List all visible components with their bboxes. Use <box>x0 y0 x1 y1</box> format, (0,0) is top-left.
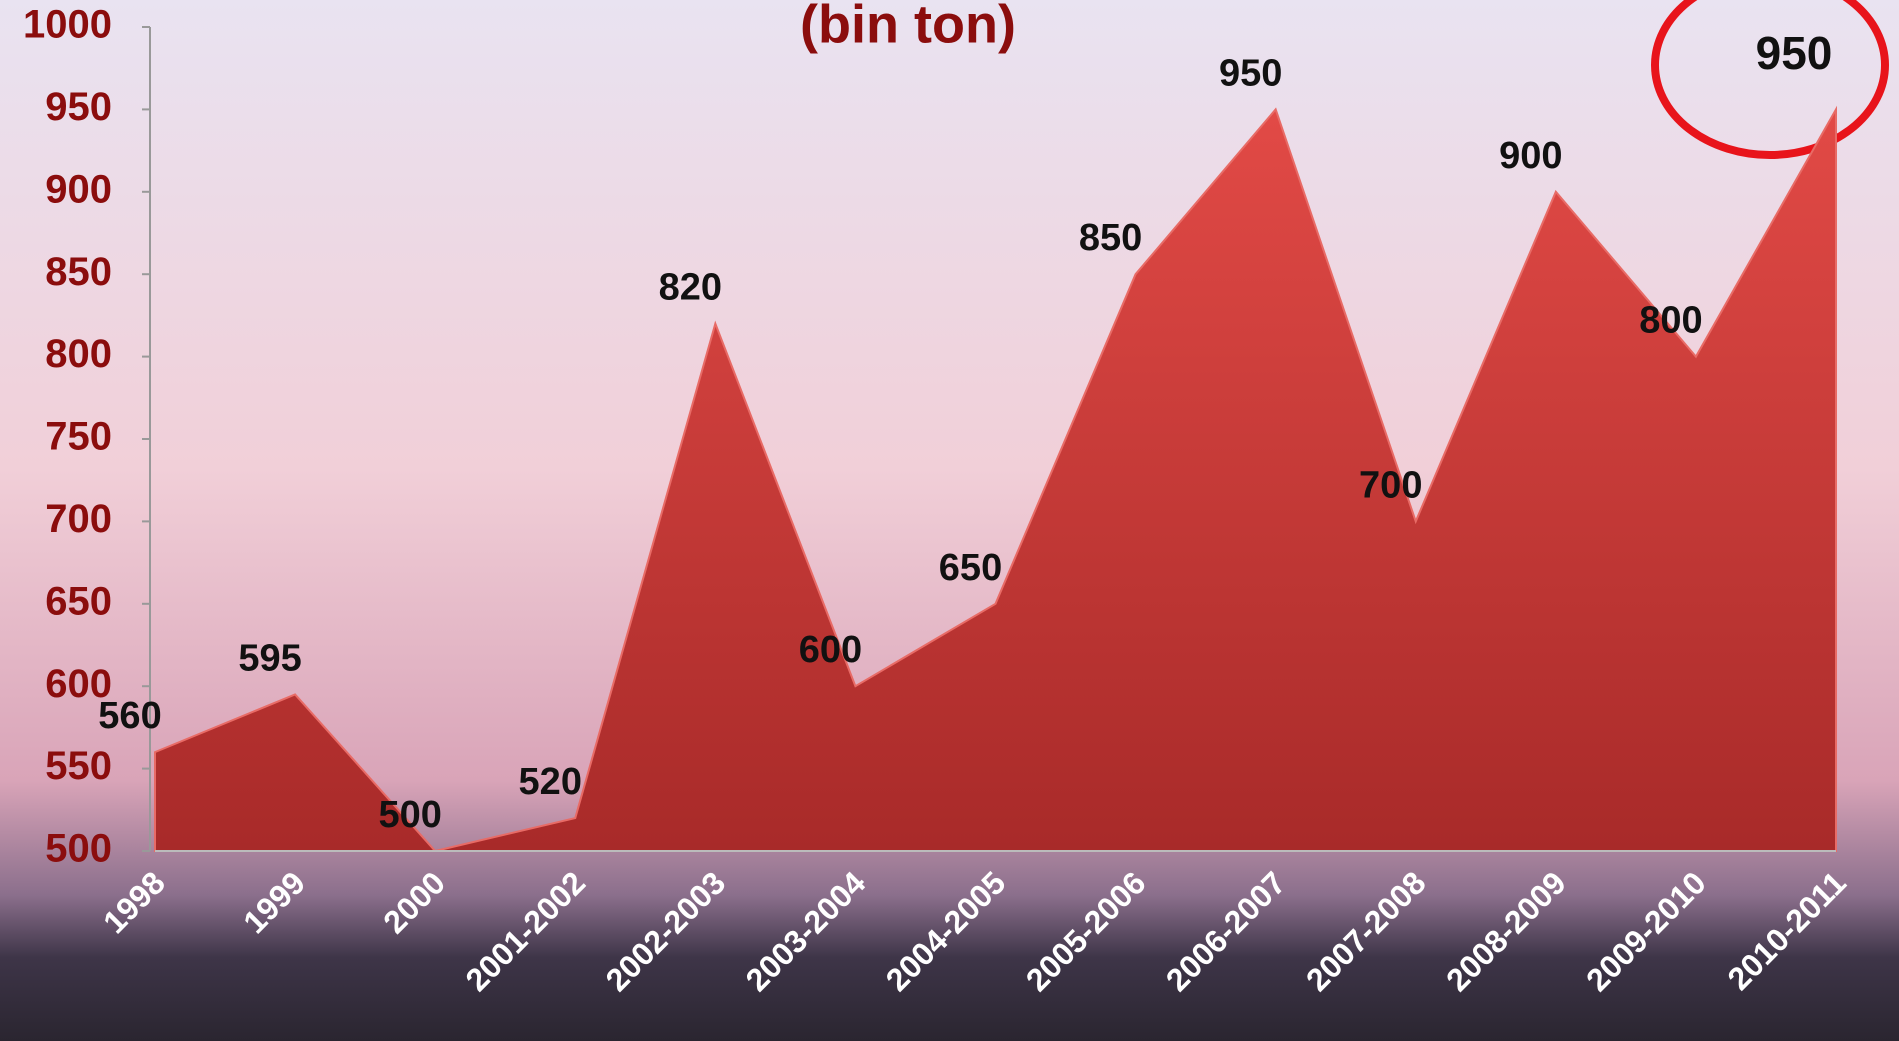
chart-title: (bin ton) <box>800 0 1016 54</box>
y-tick-label: 900 <box>45 167 112 211</box>
y-tick-label: 950 <box>45 85 112 129</box>
data-label: 950 <box>1219 52 1282 94</box>
y-tick-label: 850 <box>45 250 112 294</box>
area <box>154 105 1837 853</box>
data-label: 600 <box>799 629 862 671</box>
highlight-circle <box>1651 0 1889 159</box>
data-label: 650 <box>939 547 1002 589</box>
y-tick-label: 550 <box>45 744 112 788</box>
y-tick-label: 650 <box>45 579 112 623</box>
y-tick-label: 750 <box>45 415 112 459</box>
data-label: 500 <box>378 794 441 836</box>
data-label: 850 <box>1079 217 1142 259</box>
data-label: 900 <box>1499 135 1562 177</box>
y-tick-label: 800 <box>45 332 112 376</box>
data-label: 700 <box>1359 464 1422 506</box>
data-label: 520 <box>519 761 582 803</box>
data-label: 950 <box>1756 27 1833 79</box>
data-label: 820 <box>659 267 722 309</box>
data-label: 560 <box>98 695 161 737</box>
y-tick-label: 700 <box>45 497 112 541</box>
y-tick-label: 500 <box>45 827 112 871</box>
data-label: 800 <box>1639 300 1702 342</box>
y-tick-label: 600 <box>45 662 112 706</box>
y-tick-label: 1000 <box>23 3 112 47</box>
data-label: 595 <box>238 637 301 679</box>
